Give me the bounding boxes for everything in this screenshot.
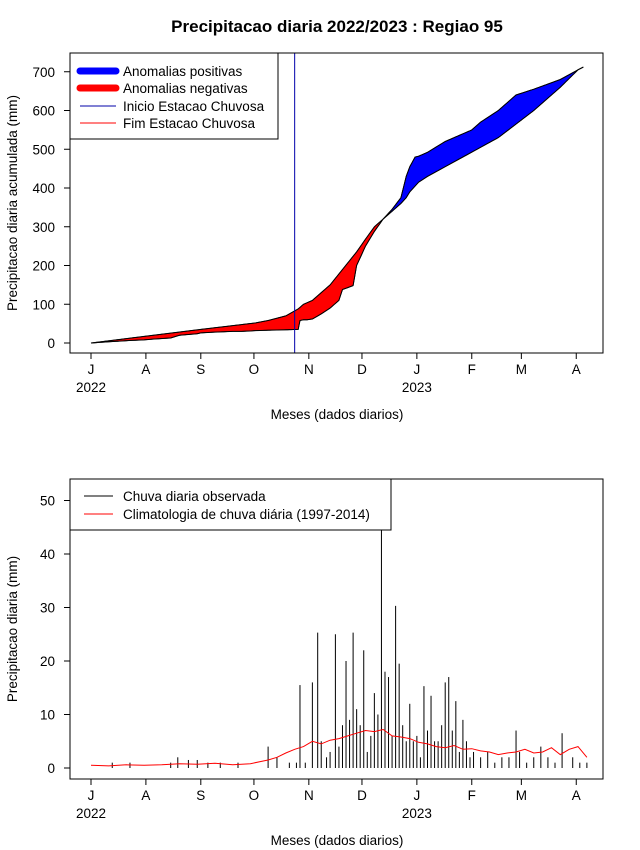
top-x-tick-label: S: [196, 362, 205, 377]
top-y-tick-label: 500: [32, 142, 55, 157]
cumulative-panel: 0 100 200 300 400 500 600 700 J A S O N D J F M A 2022 202…: [5, 52, 604, 422]
bottom-legend-box: [69, 478, 392, 531]
top-y-tick-label: 300: [32, 220, 55, 235]
top-y-tick-label: 200: [32, 259, 55, 274]
legend-onset-label: Inicio Estacao Chuvosa: [123, 99, 265, 114]
legend-climatology-label: Climatologia de chuva diária (1997-2014): [123, 507, 370, 522]
top-x-tick-label: J: [88, 362, 95, 377]
climatology-line: [90, 728, 588, 767]
top-x-label: Meses (dados diarios): [271, 407, 404, 422]
bottom-y-axis: 0 10 20 30 40 50: [40, 494, 71, 776]
top-year-label: 2023: [402, 380, 432, 395]
legend-positive-label: Anomalias positivas: [123, 64, 243, 79]
bottom-year-label: 2023: [402, 806, 432, 821]
top-y-tick-label: 400: [32, 181, 55, 196]
legend-end-label: Fim Estacao Chuvosa: [123, 116, 256, 131]
bottom-y-label: Precipitacao diaria (mm): [5, 556, 20, 702]
legend-observed-label: Chuva diaria observada: [123, 489, 266, 504]
bottom-x-tick-label: M: [516, 788, 527, 803]
positive-anomaly-area-2: [382, 66, 584, 220]
top-x-tick-label: M: [516, 362, 527, 377]
bottom-y-tick-label: 40: [40, 547, 55, 562]
bottom-y-tick-label: 10: [40, 708, 55, 723]
bottom-y-tick-label: 20: [40, 654, 55, 669]
top-x-tick-label: D: [357, 362, 367, 377]
top-y-tick-label: 700: [32, 65, 55, 80]
top-legend: Anomalias positivas Anomalias negativas …: [69, 52, 279, 140]
chart-title: Precipitacao diaria 2022/2023 : Regiao 9…: [171, 17, 503, 36]
bottom-y-tick-label: 50: [40, 494, 55, 509]
bottom-y-tick-label: 30: [40, 601, 55, 616]
bottom-year-label: 2022: [76, 806, 106, 821]
bottom-x-tick-label: A: [572, 788, 581, 803]
bottom-x-axis: J A S O N D J F M A 2022 2023: [76, 778, 581, 821]
bottom-x-label: Meses (dados diarios): [271, 833, 404, 848]
bottom-x-tick-label: N: [304, 788, 314, 803]
top-x-tick-label: A: [141, 362, 150, 377]
bottom-x-tick-label: D: [357, 788, 367, 803]
top-y-tick-label: 600: [32, 104, 55, 119]
top-x-tick-label: F: [468, 362, 476, 377]
top-year-label: 2022: [76, 380, 106, 395]
top-y-label: Precipitacao diaria acumulada (mm): [5, 95, 20, 311]
bottom-x-tick-label: F: [468, 788, 476, 803]
daily-bars: [111, 505, 588, 768]
top-legend-box: [69, 52, 279, 140]
bottom-x-tick-label: J: [413, 788, 420, 803]
bottom-y-tick-label: 0: [47, 761, 55, 776]
bottom-x-tick-label: O: [249, 788, 260, 803]
bottom-x-tick-label: A: [141, 788, 150, 803]
top-x-tick-label: N: [304, 362, 314, 377]
bottom-x-tick-label: S: [196, 788, 205, 803]
top-x-tick-label: O: [249, 362, 260, 377]
legend-negative-label: Anomalias negativas: [123, 81, 248, 96]
top-x-tick-label: A: [572, 362, 581, 377]
negative-anomaly-area-1: [92, 219, 382, 344]
climatology-cumulative-line: [90, 66, 584, 344]
top-y-tick-label: 0: [47, 336, 55, 351]
top-x-tick-label: J: [413, 362, 420, 377]
top-y-axis: 0 100 200 300 400 500 600 700: [32, 65, 71, 351]
top-x-axis: J A S O N D J F M A 2022 2023: [76, 352, 581, 395]
observed-cumulative-line: [90, 66, 584, 344]
top-y-tick-label: 100: [32, 297, 55, 312]
bottom-x-tick-label: J: [88, 788, 95, 803]
bottom-legend: Chuva diaria observada Climatologia de c…: [69, 478, 392, 531]
daily-panel: 0 10 20 30 40 50 J A S O N D J F M A 2022 2023 Precipita…: [5, 478, 604, 848]
cumulative-lines: [90, 66, 584, 344]
